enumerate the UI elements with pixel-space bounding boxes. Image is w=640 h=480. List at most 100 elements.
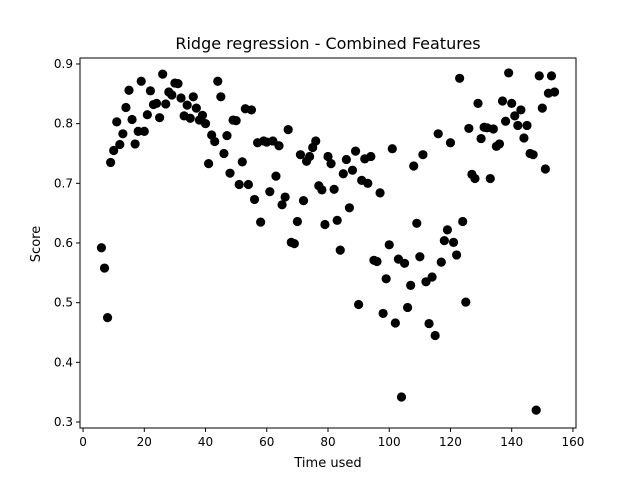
data-point [155, 113, 165, 123]
x-axis: 0 20 40 60 80 100 120 140 160 [79, 428, 584, 449]
data-point [399, 258, 410, 268]
y-tick-label: 0.4 [54, 355, 73, 369]
data-point [528, 150, 538, 160]
data-point [504, 68, 514, 78]
chart-title: Ridge regression - Combined Features [175, 34, 480, 53]
data-point [225, 168, 235, 178]
data-point [381, 274, 391, 284]
x-tick-label: 120 [439, 435, 462, 449]
data-point [418, 150, 428, 160]
data-point [433, 129, 443, 139]
data-point [424, 318, 434, 329]
plot-frame [79, 57, 577, 429]
data-point [151, 98, 162, 108]
data-point [295, 150, 306, 160]
data-point [335, 245, 345, 255]
data-point [476, 133, 486, 144]
data-point [406, 280, 416, 290]
data-point [173, 79, 183, 89]
data-point [344, 203, 355, 213]
data-point [458, 216, 468, 227]
data-point [540, 164, 550, 174]
data-point [246, 105, 257, 115]
data-point [326, 159, 336, 169]
data-point [396, 392, 407, 402]
data-point [234, 179, 244, 190]
data-point [112, 117, 122, 127]
data-point [415, 252, 425, 262]
data-point [403, 302, 413, 313]
data-point [519, 133, 529, 143]
data-point [136, 76, 146, 86]
data-point [142, 110, 152, 120]
data-point [513, 120, 523, 131]
data-point [249, 194, 260, 205]
data-point [497, 96, 508, 106]
data-point [167, 90, 177, 100]
data-point [231, 116, 241, 126]
data-point [185, 113, 195, 123]
data-point [347, 165, 358, 175]
data-point [289, 238, 299, 249]
data-point [341, 154, 351, 165]
data-point [283, 125, 293, 135]
data-point [427, 272, 437, 282]
data-point [366, 151, 376, 162]
points-layer [96, 68, 560, 415]
y-tick-label: 0.3 [54, 415, 73, 429]
data-point [274, 141, 284, 151]
data-point [451, 250, 462, 260]
data-point [412, 218, 422, 228]
x-tick-label: 20 [137, 435, 152, 449]
data-point [436, 257, 446, 267]
data-point [549, 87, 560, 97]
data-point [176, 93, 186, 103]
data-point [99, 263, 110, 273]
data-point [213, 76, 223, 86]
data-point [182, 100, 192, 110]
data-point [387, 144, 397, 154]
data-point [237, 157, 247, 167]
y-axis: 0.3 0.4 0.5 0.6 0.7 0.8 0.9 [54, 57, 80, 429]
x-axis-label: Time used [293, 456, 361, 471]
x-tick-label: 40 [198, 435, 213, 449]
data-point [510, 111, 520, 121]
data-point [448, 237, 459, 248]
data-point [188, 92, 198, 102]
data-point [118, 129, 128, 139]
y-tick-label: 0.6 [54, 236, 73, 250]
data-point [338, 169, 348, 179]
data-point [158, 69, 168, 79]
data-point [464, 123, 474, 134]
data-point [161, 99, 171, 109]
data-point [115, 139, 125, 150]
y-tick-label: 0.8 [54, 117, 73, 131]
data-point [329, 184, 339, 194]
data-point [292, 216, 302, 227]
data-point [372, 256, 382, 267]
data-point [109, 145, 119, 156]
data-point [139, 126, 149, 137]
data-point [191, 103, 201, 113]
data-point [350, 146, 361, 156]
data-point [473, 98, 483, 108]
data-point [96, 243, 107, 253]
data-point [522, 120, 532, 131]
data-point [546, 71, 557, 81]
data-point [256, 217, 266, 227]
x-tick-label: 160 [561, 435, 584, 449]
data-point [363, 178, 373, 188]
data-point [102, 312, 113, 323]
data-point [311, 136, 321, 146]
data-point [332, 215, 342, 225]
data-point [210, 136, 220, 147]
y-tick-label: 0.9 [54, 57, 73, 71]
data-point [127, 114, 137, 125]
data-point [216, 92, 226, 102]
data-point [305, 151, 315, 162]
data-point [265, 187, 275, 197]
data-point [130, 139, 140, 149]
data-point [320, 219, 330, 230]
data-point [442, 225, 453, 235]
data-point [439, 236, 449, 246]
